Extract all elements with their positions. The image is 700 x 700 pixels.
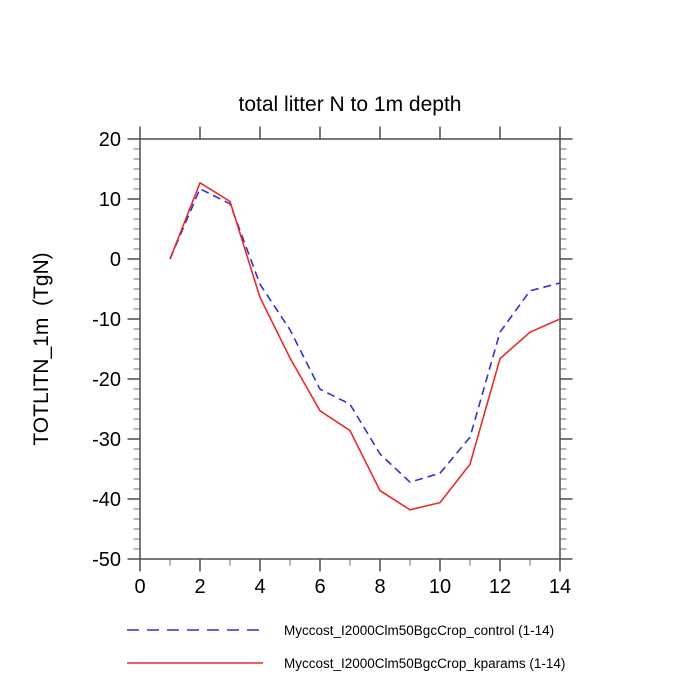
y-axis-label: TOTLITN_1m (TgN) xyxy=(30,252,53,445)
legend-entry-kparams: Myccost_I2000Clm50BgcCrop_kparams (1-14) xyxy=(127,656,565,671)
chart-title: total litter N to 1m depth xyxy=(239,93,462,116)
x-tick-label: 4 xyxy=(254,576,265,598)
y-tick-label: -30 xyxy=(92,429,121,451)
y-tick-label: -20 xyxy=(92,369,121,391)
y-tick-label: 20 xyxy=(99,129,121,151)
x-tick-label: 8 xyxy=(374,576,385,598)
series-line-1 xyxy=(169,182,561,511)
legend-entry-control: Myccost_I2000Clm50BgcCrop_control (1-14) xyxy=(127,623,554,638)
axis-ticks: 0 2 4 6 8 10 12 14 20 10 0 -10 -20 -30 -40 -50 xyxy=(92,126,573,598)
x-tick-label: 12 xyxy=(489,576,511,598)
y-tick-label: -40 xyxy=(92,489,121,511)
legend: Myccost_I2000Clm50BgcCrop_control (1-14)… xyxy=(127,623,565,671)
legend-label-control: Myccost_I2000Clm50BgcCrop_control (1-14) xyxy=(284,623,554,638)
x-tick-label: 10 xyxy=(429,576,451,598)
y-tick-label: -50 xyxy=(92,549,121,571)
x-tick-label: 6 xyxy=(314,576,325,598)
x-tick-label: 2 xyxy=(194,576,205,598)
y-tick-label: 0 xyxy=(110,249,121,271)
series-line-0 xyxy=(169,188,561,484)
y-tick-label: 10 xyxy=(99,189,121,211)
series-lines xyxy=(169,182,561,511)
y-tick-label: -10 xyxy=(92,309,121,331)
plot-frame xyxy=(139,138,561,560)
x-tick-label: 14 xyxy=(549,576,571,598)
legend-label-kparams: Myccost_I2000Clm50BgcCrop_kparams (1-14) xyxy=(284,656,565,671)
x-tick-label: 0 xyxy=(134,576,145,598)
